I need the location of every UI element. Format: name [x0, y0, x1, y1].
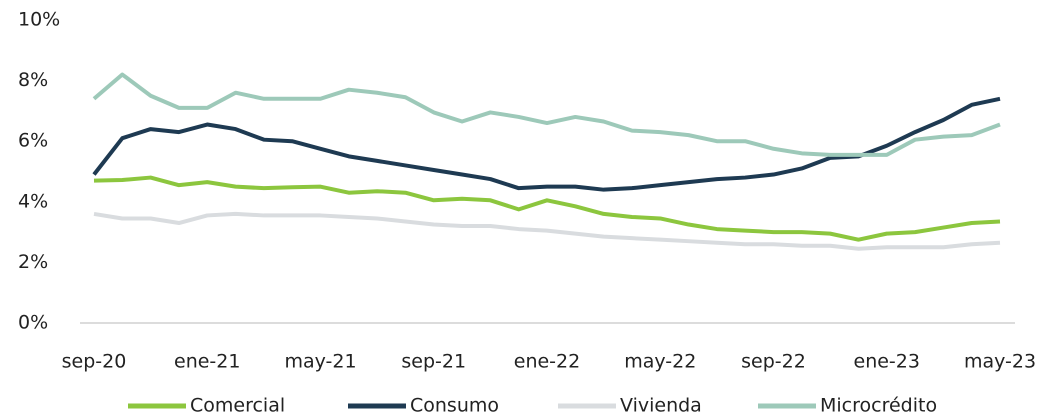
- y-tick-label: 6%: [18, 130, 48, 152]
- legend-label: Consumo: [410, 395, 499, 417]
- legend-label: Microcrédito: [820, 395, 937, 417]
- y-tick-label: 2%: [18, 251, 48, 273]
- x-tick-label: may-22: [624, 351, 696, 373]
- legend-label: Comercial: [190, 395, 285, 417]
- legend-label: Vivienda: [620, 395, 702, 417]
- y-tick-label: 4%: [18, 190, 48, 212]
- x-tick-label: sep-20: [62, 351, 127, 373]
- series-line: [93, 175, 1001, 242]
- x-tick-label: may-21: [284, 351, 356, 373]
- y-tick-label: 8%: [18, 69, 48, 91]
- series-line: [92, 72, 1001, 157]
- x-tick-label: ene-21: [174, 351, 240, 373]
- series-line: [92, 96, 1001, 192]
- y-tick-label: 10%: [18, 9, 60, 31]
- x-tick-label: ene-23: [854, 351, 920, 373]
- x-tick-label: may-23: [964, 351, 1036, 373]
- x-tick-label: sep-22: [741, 351, 806, 373]
- x-tick-label: sep-21: [401, 351, 466, 373]
- x-tick-label: ene-22: [514, 351, 580, 373]
- series-line: [93, 211, 1001, 251]
- y-tick-label: 0%: [18, 312, 48, 334]
